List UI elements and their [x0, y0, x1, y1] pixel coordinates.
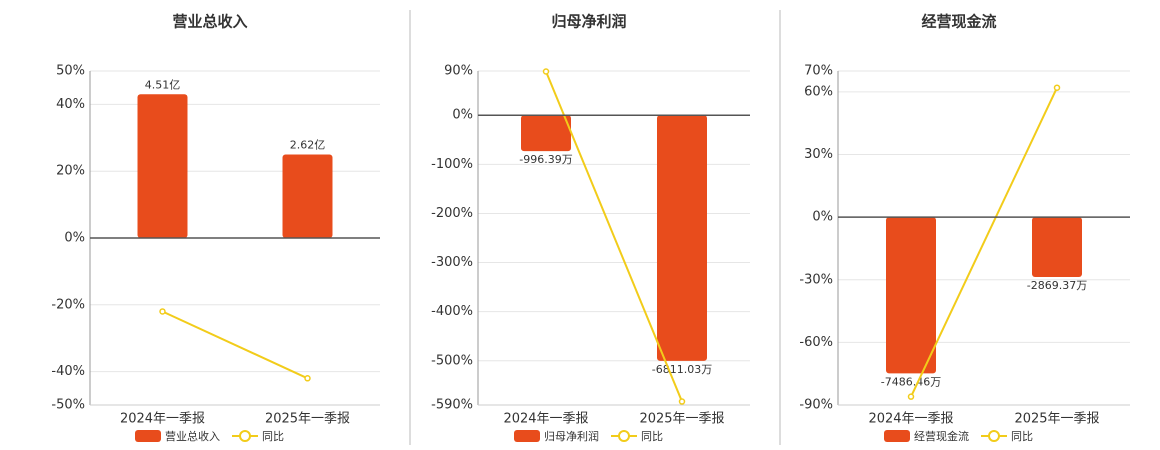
y-tick-label: -500% — [431, 353, 473, 368]
chart-title: 经营现金流 — [921, 13, 996, 31]
y-tick-label: 70% — [804, 64, 833, 79]
legend-icon — [618, 430, 630, 442]
y-tick-label: 90% — [444, 64, 473, 79]
legend-label: 同比 — [1011, 430, 1033, 443]
bar — [886, 217, 936, 374]
point — [159, 308, 166, 315]
legend-icon — [884, 430, 910, 442]
x-tick-label: 2025年一季报 — [639, 412, 724, 427]
y-tick-label: -590% — [431, 398, 473, 413]
value-label: -6811.03万 — [652, 363, 712, 376]
legend-icon — [514, 430, 540, 442]
y-tick-label: 40% — [56, 97, 85, 112]
chart-title: 归母净利润 — [551, 13, 626, 31]
trend-line — [545, 71, 683, 402]
y-tick-label: 60% — [804, 84, 833, 99]
y-tick-label: -300% — [431, 255, 473, 270]
y-tick-label: -90% — [799, 398, 833, 413]
bar — [1032, 217, 1082, 278]
y-tick-label: 30% — [804, 147, 833, 162]
y-tick-label: -50% — [51, 398, 85, 413]
bar — [657, 115, 707, 361]
y-tick-label: 50% — [56, 64, 85, 79]
y-tick-label: -400% — [431, 304, 473, 319]
bar — [521, 115, 571, 152]
x-tick-label: 2025年一季报 — [1014, 412, 1099, 427]
point — [1053, 84, 1061, 91]
x-tick-label: 2024年一季报 — [120, 412, 205, 427]
trend-line — [910, 87, 1058, 398]
chart-title: 营业总收入 — [172, 13, 247, 31]
legend-icon — [135, 430, 161, 442]
value-label: 4.51亿 — [145, 78, 181, 91]
x-tick-label: 2024年一季报 — [503, 412, 588, 427]
legend-icon — [239, 430, 251, 442]
legend-label: 归母净利润 — [544, 429, 599, 443]
y-tick-label: 0% — [812, 210, 833, 225]
legend-label: 经营现金流 — [914, 429, 969, 443]
y-tick-label: 20% — [56, 164, 85, 179]
bar — [137, 94, 188, 239]
y-tick-label: -100% — [431, 157, 473, 172]
trend-line — [162, 310, 308, 380]
y-tick-label: -20% — [51, 297, 85, 312]
y-tick-label: -60% — [799, 335, 833, 350]
point — [678, 398, 686, 405]
y-tick-label: -200% — [431, 206, 473, 221]
value-label: -7486.46万 — [881, 375, 941, 388]
point — [304, 375, 311, 382]
value-label: -996.39万 — [519, 153, 572, 166]
legend-label: 同比 — [641, 430, 663, 443]
legend-icon — [988, 430, 1000, 442]
value-label: 2.62亿 — [290, 139, 326, 152]
legend-label: 同比 — [262, 430, 284, 443]
y-tick-label: -30% — [799, 272, 833, 287]
x-tick-label: 2024年一季报 — [868, 412, 953, 427]
y-tick-label: 0% — [452, 108, 473, 123]
y-tick-label: -40% — [51, 364, 85, 379]
x-tick-label: 2025年一季报 — [265, 412, 350, 427]
point — [542, 68, 550, 75]
bar — [282, 154, 333, 238]
legend-label: 营业总收入 — [165, 429, 220, 443]
y-tick-label: 0% — [64, 231, 85, 246]
point — [907, 393, 915, 400]
value-label: -2869.37万 — [1027, 279, 1087, 292]
